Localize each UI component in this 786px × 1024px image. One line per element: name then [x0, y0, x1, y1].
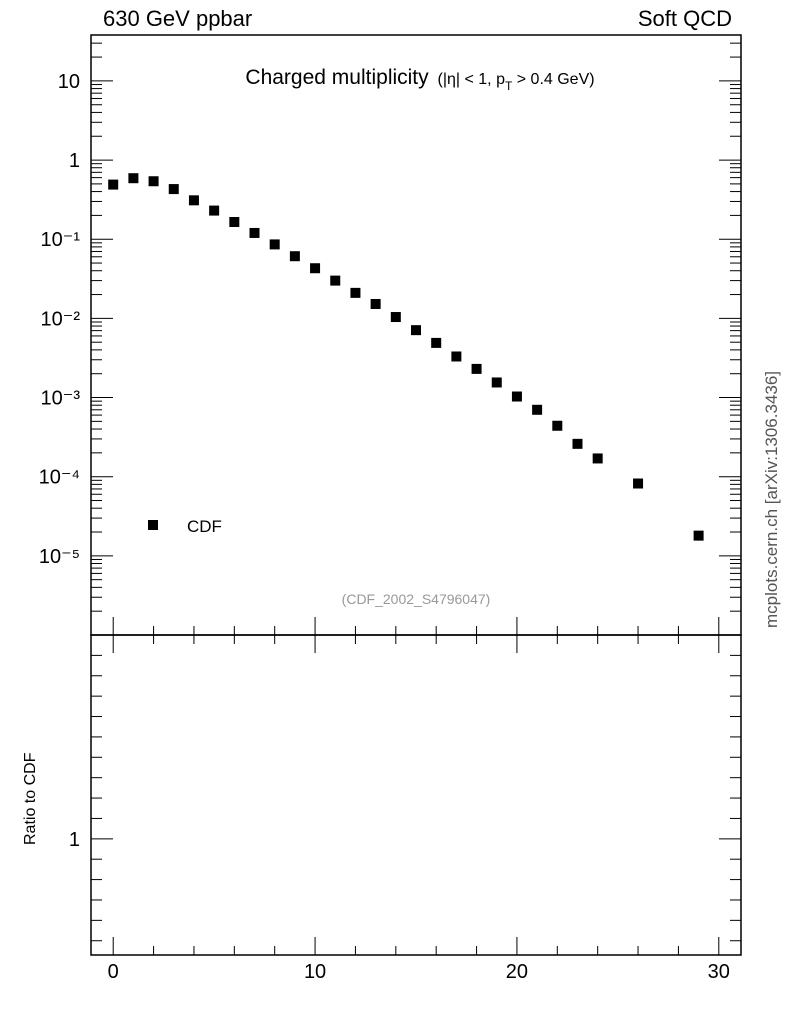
ratio-tick-label: 1 — [69, 829, 80, 851]
data-point — [511, 391, 522, 402]
data-point — [491, 377, 502, 388]
chart-title: Charged multiplicity (|η| < 1, pT > 0.4 … — [245, 66, 594, 93]
chart-title-sub: (|η| < 1, p — [438, 71, 506, 88]
y-tick-label: 10⁻² — [41, 308, 81, 330]
data-point — [229, 217, 240, 228]
legend-marker — [148, 520, 158, 530]
chart-title-sub-2: > 0.4 GeV) — [512, 71, 594, 88]
data-point — [532, 404, 543, 415]
data-point — [572, 438, 583, 449]
data-point — [310, 263, 321, 274]
header-right-label: Soft QCD — [637, 6, 732, 31]
data-point — [431, 337, 442, 348]
data-point — [552, 420, 563, 431]
data-point — [108, 179, 119, 190]
data-point — [168, 184, 179, 195]
y-tick-label: 1 — [69, 150, 80, 172]
y-tick-label: 10 — [58, 71, 80, 93]
legend-label: CDF — [187, 517, 222, 536]
data-point — [330, 275, 341, 286]
data-point — [370, 298, 381, 309]
data-point — [209, 205, 220, 216]
data-point — [128, 173, 139, 184]
y-tick-label: 10⁻³ — [41, 388, 81, 410]
axis-tick-labels: 0 10 20 30 10 1 10⁻¹ 10⁻² 10⁻³ 10⁻⁴ 10⁻⁵ 1 — [39, 71, 730, 983]
chart-title-sub-T: T — [505, 79, 513, 93]
x-tick-label: 30 — [708, 961, 730, 983]
data-point — [148, 176, 159, 187]
watermark-label: (CDF_2002_S4796047) — [342, 591, 491, 607]
y-tick-label: 10⁻⁴ — [39, 467, 80, 489]
x-tick-label: 0 — [108, 961, 119, 983]
data-point — [693, 530, 704, 541]
data-point — [471, 363, 482, 374]
data-point — [592, 453, 603, 464]
y-tick-label: 10⁻⁵ — [39, 546, 80, 568]
chart-title-main: Charged multiplicity — [245, 66, 429, 89]
y-tick-label: 10⁻¹ — [41, 229, 81, 251]
data-point — [289, 251, 300, 262]
data-point — [411, 325, 421, 336]
data-point — [350, 287, 361, 298]
header-left-label: 630 GeV ppbar — [103, 6, 253, 31]
x-tick-label: 10 — [304, 961, 326, 983]
data-point — [390, 312, 401, 323]
axis-ticks — [91, 42, 741, 955]
data-point — [451, 351, 462, 362]
x-tick-label: 20 — [506, 961, 528, 983]
data-point — [633, 478, 644, 489]
data-point — [249, 227, 260, 238]
data-point — [269, 239, 280, 250]
ratio-frame-border — [90, 634, 742, 956]
data-point — [188, 195, 199, 206]
data-series-cdf — [108, 173, 704, 541]
ratio-plot-frame — [90, 634, 742, 956]
